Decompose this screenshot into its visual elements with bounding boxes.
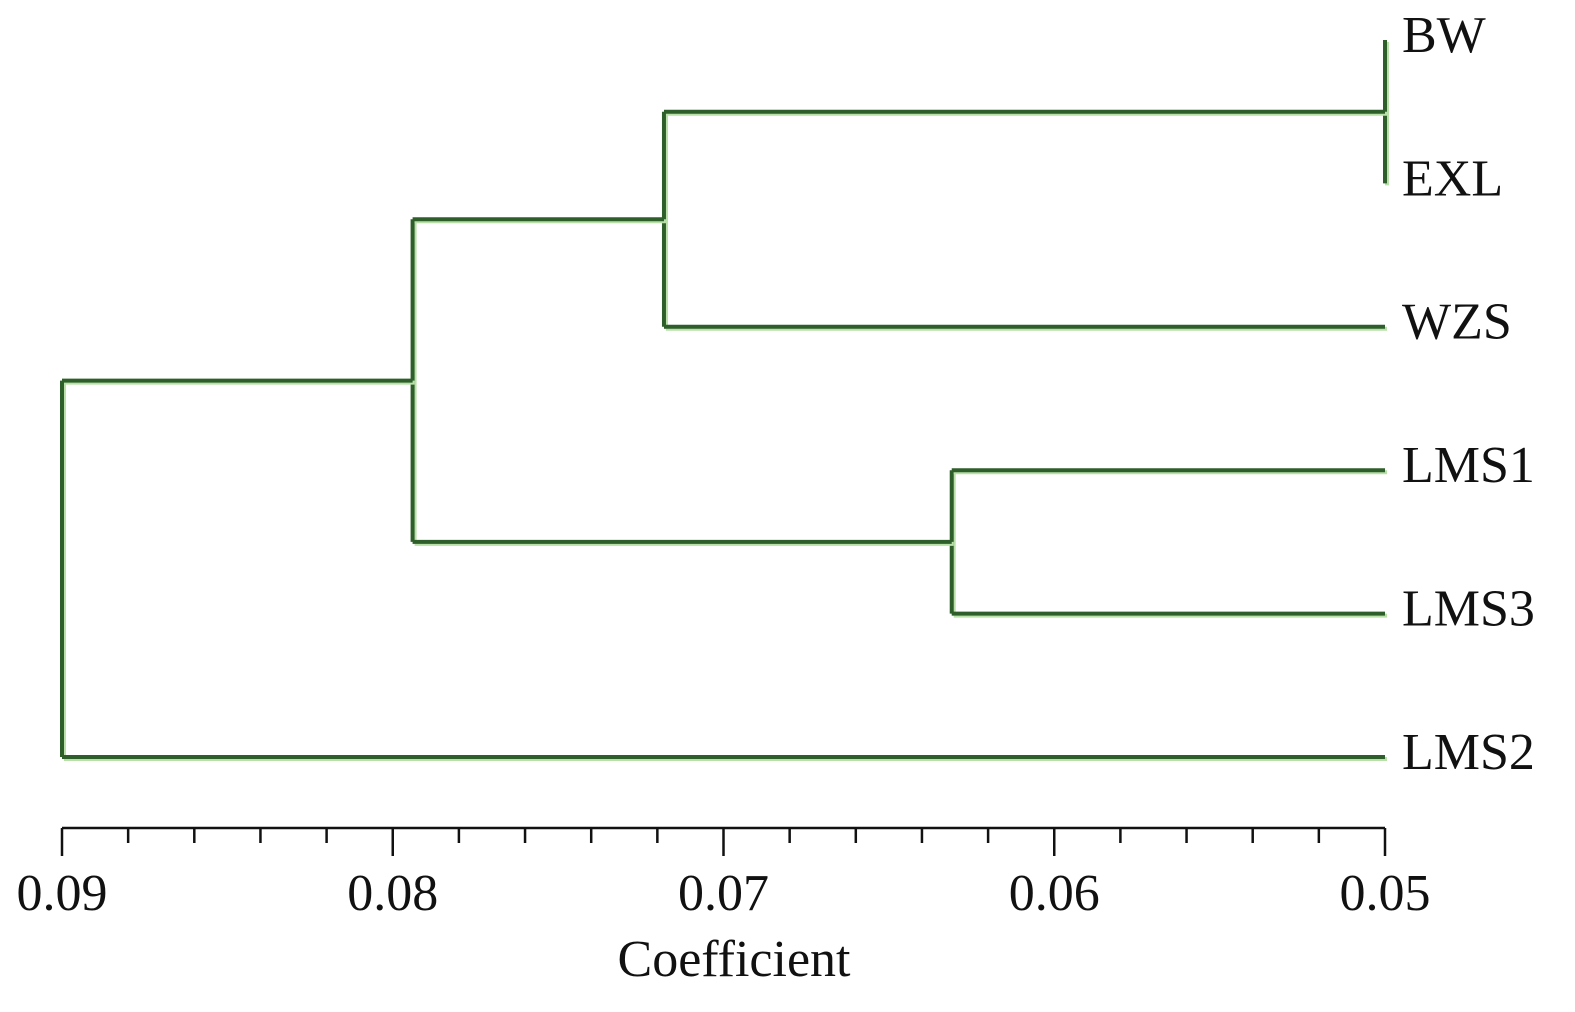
x-axis-label: Coefficient bbox=[618, 931, 852, 988]
leaf-label: LMS1 bbox=[1402, 437, 1535, 494]
x-tick-label: 0.09 bbox=[17, 865, 108, 922]
leaf-label: LMS2 bbox=[1402, 724, 1535, 781]
leaf-label: EXL bbox=[1402, 150, 1503, 207]
x-tick-label: 0.08 bbox=[347, 865, 438, 922]
x-tick-label: 0.06 bbox=[1009, 865, 1100, 922]
x-tick-label: 0.07 bbox=[678, 865, 769, 922]
leaf-label: BW bbox=[1402, 7, 1486, 64]
leaf-label: WZS bbox=[1402, 294, 1512, 351]
leaf-label: LMS3 bbox=[1402, 581, 1535, 638]
x-tick-label: 0.05 bbox=[1340, 865, 1431, 922]
